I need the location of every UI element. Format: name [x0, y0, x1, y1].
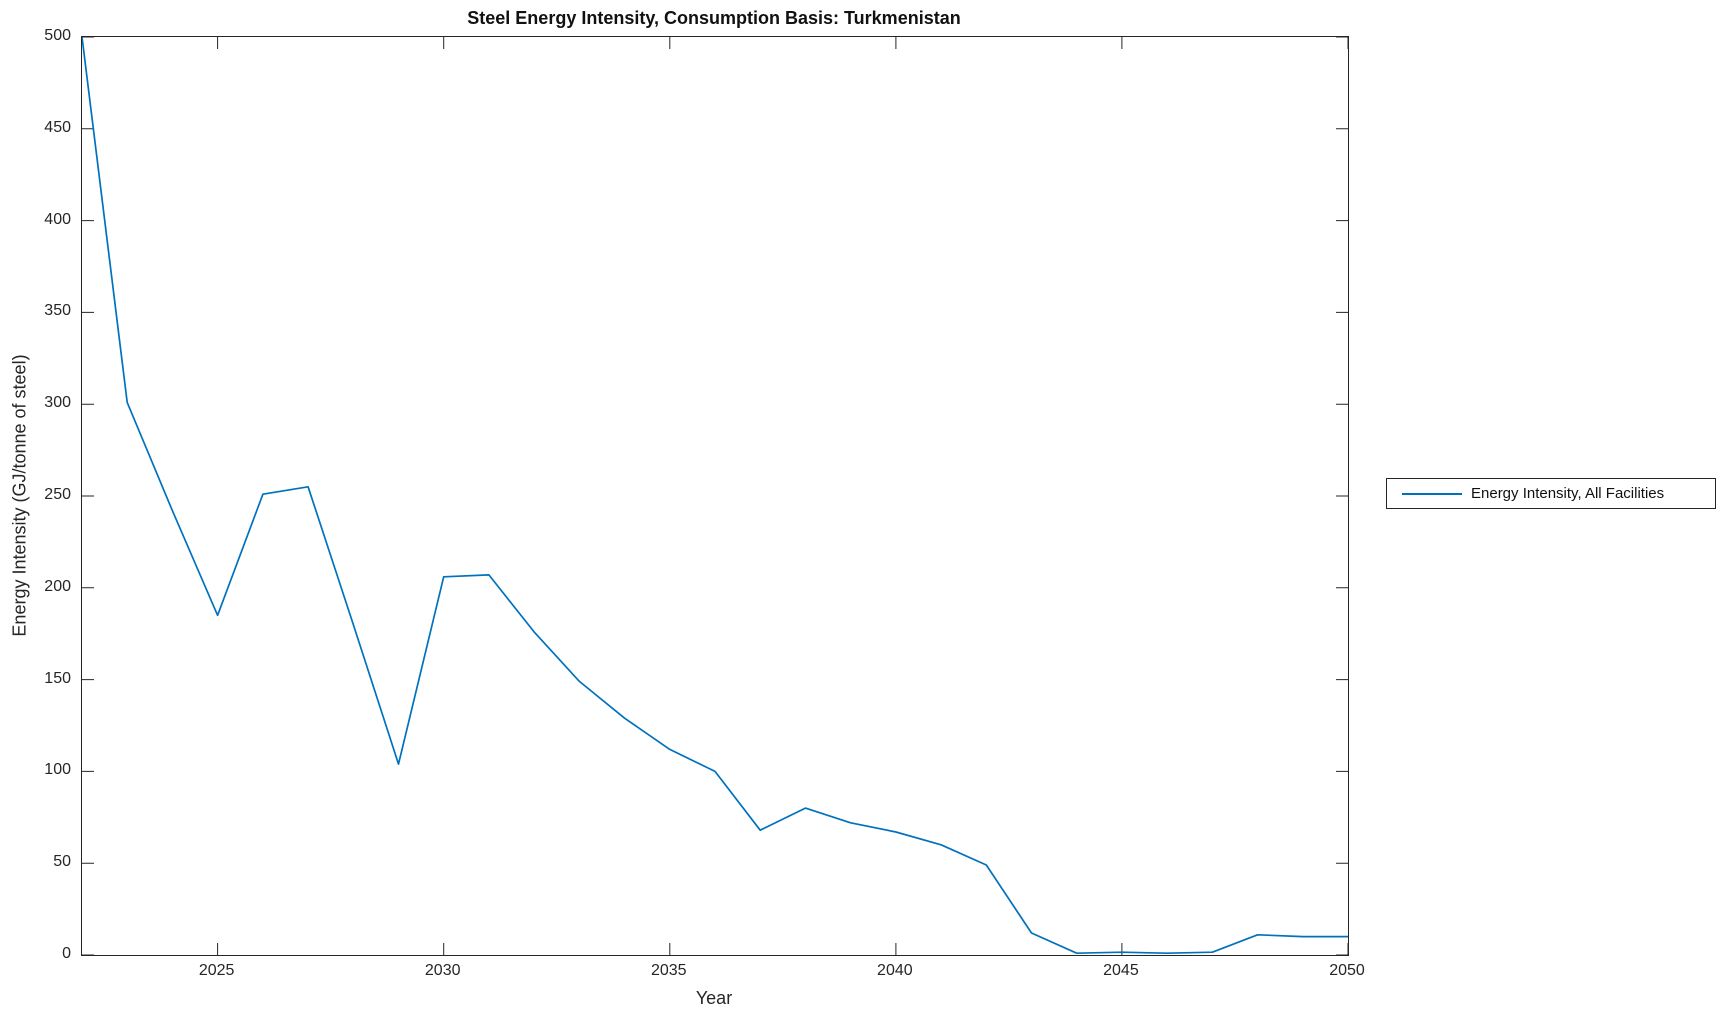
y-tick-label: 400: [44, 210, 71, 228]
legend-entry-label: Energy Intensity, All Facilities: [1471, 485, 1665, 502]
y-tick-label: 150: [44, 669, 71, 687]
y-tick-label: 450: [44, 118, 71, 136]
plot-area: [81, 36, 1349, 956]
x-tick-label: 2035: [650, 962, 687, 979]
axis-tick-marks: [82, 37, 1348, 955]
x-tick-label: 2045: [1103, 962, 1139, 979]
y-tick-label: 250: [44, 486, 71, 503]
x-tick-label: 2050: [1329, 962, 1365, 979]
x-tick-label: 2030: [424, 962, 461, 979]
chart-title: Steel Energy Intensity, Consumption Basi…: [467, 8, 961, 28]
plot-svg: [82, 37, 1348, 955]
y-tick-label: 50: [53, 853, 71, 871]
x-axis-label: Year: [695, 988, 733, 1008]
y-axis-label: Energy Intensity (GJ/tonne of steel): [9, 354, 30, 637]
y-tick-label: 0: [62, 945, 71, 962]
y-tick-label: 500: [44, 27, 71, 44]
energy-intensity-line: [82, 37, 1348, 955]
y-tick-label: 300: [44, 394, 71, 412]
y-tick-label: 200: [44, 577, 71, 595]
y-tick-label: 350: [44, 302, 71, 320]
legend: Energy Intensity, All Facilities: [1386, 478, 1716, 509]
x-tick-label: 2040: [877, 962, 913, 979]
y-tick-label: 100: [44, 761, 71, 779]
x-tick-label: 2025: [198, 962, 235, 979]
legend-line-sample: [1402, 492, 1462, 495]
